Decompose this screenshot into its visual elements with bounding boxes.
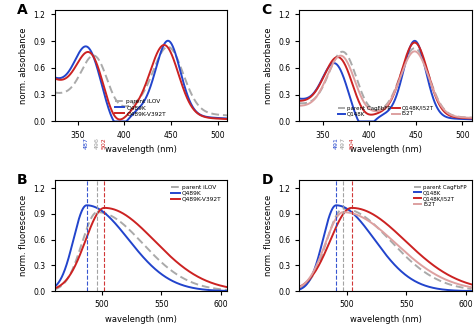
X-axis label: wavelength (nm): wavelength (nm) (105, 145, 177, 154)
X-axis label: wavelength (nm): wavelength (nm) (349, 145, 421, 154)
Legend: parent iLOV, Q489K, Q489K-V392T: parent iLOV, Q489K, Q489K-V392T (169, 183, 224, 204)
Y-axis label: norm. fluorescence: norm. fluorescence (264, 195, 273, 276)
X-axis label: wavelength (nm): wavelength (nm) (349, 315, 421, 324)
Text: C: C (261, 3, 272, 17)
Text: D: D (261, 173, 273, 187)
Text: A: A (17, 3, 27, 17)
Legend: parent CagFbFP, Q148K, Q148K/I52T, I52T: parent CagFbFP, Q148K, Q148K/I52T, I52T (412, 182, 469, 209)
Text: 487: 487 (84, 138, 89, 149)
Y-axis label: norm. absorbance: norm. absorbance (264, 27, 273, 104)
Legend: parent iLOV, Q489K, Q489K-V392T: parent iLOV, Q489K, Q489K-V392T (113, 97, 168, 118)
Text: 497: 497 (341, 138, 346, 149)
Y-axis label: norm. absorbance: norm. absorbance (19, 27, 28, 104)
Text: 502: 502 (102, 138, 107, 149)
Text: B: B (17, 173, 27, 187)
Text: 504: 504 (349, 138, 354, 149)
Text: 491: 491 (334, 138, 338, 149)
Legend: parent CagFbFP, Q148K, Q148K/I52T, I52T: parent CagFbFP, Q148K, Q148K/I52T, I52T (336, 103, 436, 119)
X-axis label: wavelength (nm): wavelength (nm) (105, 315, 177, 324)
Text: 496: 496 (95, 138, 100, 149)
Y-axis label: norm. fluorescence: norm. fluorescence (19, 195, 28, 276)
